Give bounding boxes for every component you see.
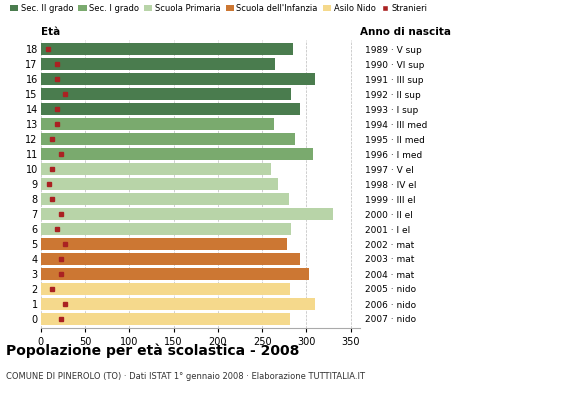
Bar bbox=[41, 88, 291, 100]
Text: COMUNE DI PINEROLO (TO) · Dati ISTAT 1° gennaio 2008 · Elaborazione TUTTITALIA.I: COMUNE DI PINEROLO (TO) · Dati ISTAT 1° … bbox=[6, 372, 365, 381]
Bar bbox=[41, 178, 278, 190]
Bar bbox=[41, 208, 333, 220]
Bar bbox=[41, 223, 291, 235]
Text: Popolazione per età scolastica - 2008: Popolazione per età scolastica - 2008 bbox=[6, 344, 299, 358]
Bar bbox=[41, 163, 271, 175]
Bar bbox=[41, 298, 316, 310]
Bar bbox=[41, 253, 300, 265]
Bar bbox=[41, 73, 316, 85]
Bar bbox=[41, 238, 287, 250]
Bar bbox=[41, 283, 291, 295]
Bar bbox=[41, 43, 293, 55]
Bar bbox=[41, 148, 313, 160]
Text: Età: Età bbox=[41, 27, 60, 37]
Bar bbox=[41, 103, 300, 115]
Bar bbox=[41, 133, 295, 145]
Bar bbox=[41, 268, 309, 280]
Bar bbox=[41, 193, 289, 205]
Legend: Sec. II grado, Sec. I grado, Scuola Primaria, Scuola dell'Infanzia, Asilo Nido, : Sec. II grado, Sec. I grado, Scuola Prim… bbox=[10, 4, 427, 13]
Text: Anno di nascita: Anno di nascita bbox=[360, 27, 451, 37]
Bar bbox=[41, 313, 291, 325]
Bar bbox=[41, 58, 276, 70]
Bar bbox=[41, 118, 274, 130]
